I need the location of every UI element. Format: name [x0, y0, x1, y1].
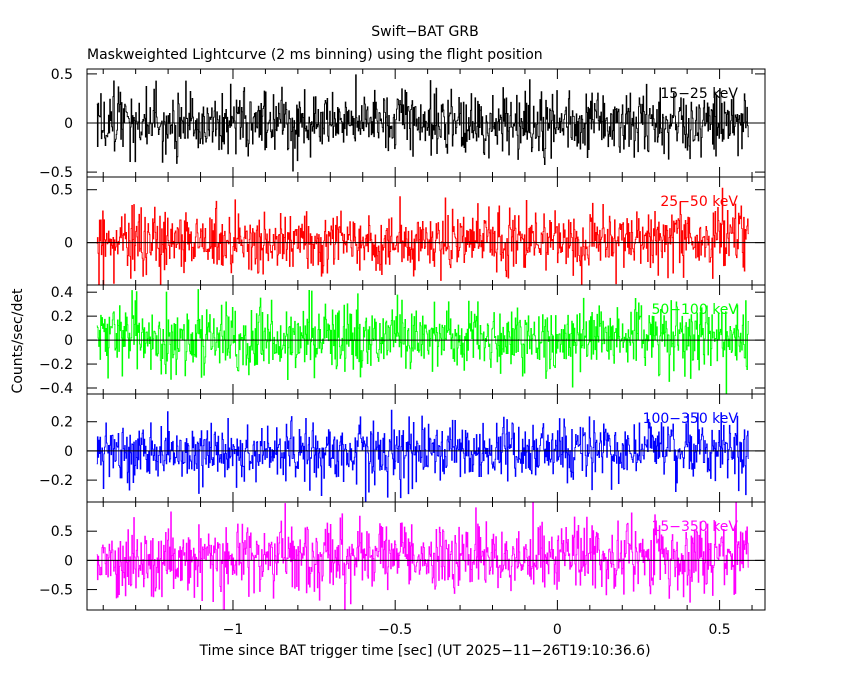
y-axis-label: Counts/sec/det [10, 288, 26, 393]
y-tick-label: 0 [64, 116, 73, 132]
y-tick-label: −0.5 [39, 165, 73, 181]
panel-3: −0.4 −0.2 0 0.2 0.4 50−100 keV [39, 284, 766, 397]
y-tick-label: 0.4 [51, 285, 73, 301]
y-tick-label: 0 [64, 333, 73, 349]
y-tick-label: 0 [64, 553, 73, 569]
y-tick-label: 0 [64, 444, 73, 460]
y-tick-label: 0.2 [51, 415, 73, 431]
panel-energy-label: 15−350 keV [651, 519, 738, 535]
chart-title: Swift−BAT GRB [371, 24, 478, 40]
panel-5: −0.5 0 0.5 15−350 keV [39, 501, 766, 611]
x-tick-label: 0.5 [708, 622, 730, 638]
x-tick-label: −0.5 [378, 622, 412, 638]
y-tick-label: −0.2 [39, 357, 73, 373]
panel-energy-label: 50−100 keV [651, 302, 738, 318]
panel-energy-label: 100−350 keV [643, 411, 739, 427]
panel-frame [86, 501, 766, 611]
y-tick-label: 0.2 [51, 309, 73, 325]
panel-energy-label: 15−25 keV [660, 86, 738, 102]
chart-subtitle: Maskweighted Lightcurve (2 ms binning) u… [87, 47, 543, 63]
y-tick-label: −0.2 [39, 473, 73, 489]
y-tick-label: 0.5 [51, 67, 73, 83]
y-tick-label: −0.5 [39, 583, 73, 599]
x-tick-label: 0 [553, 622, 562, 638]
series-line-3 [96, 289, 749, 394]
series-line-5 [96, 502, 749, 610]
panel-2: 0 0.5 25−50 keV [51, 176, 766, 286]
y-tick-label: −0.4 [39, 381, 73, 397]
panel-energy-label: 25−50 keV [660, 194, 738, 210]
series-line-4 [96, 409, 749, 502]
y-tick-label: 0.5 [51, 524, 73, 540]
x-tick-labels: −1 −0.5 0 0.5 [223, 622, 731, 638]
panel-1: −0.5 0 0.5 15−25 keV [39, 67, 766, 181]
y-tick-label: 0.5 [51, 183, 73, 199]
series-line-1 [96, 74, 749, 172]
x-tick-label: −1 [223, 622, 244, 638]
panel-4: −0.2 0 0.2 100−350 keV [39, 393, 766, 503]
x-axis-label: Time since BAT trigger time [sec] (UT 20… [198, 643, 650, 659]
y-tick-label: 0 [64, 236, 73, 252]
series-line-2 [96, 187, 749, 285]
